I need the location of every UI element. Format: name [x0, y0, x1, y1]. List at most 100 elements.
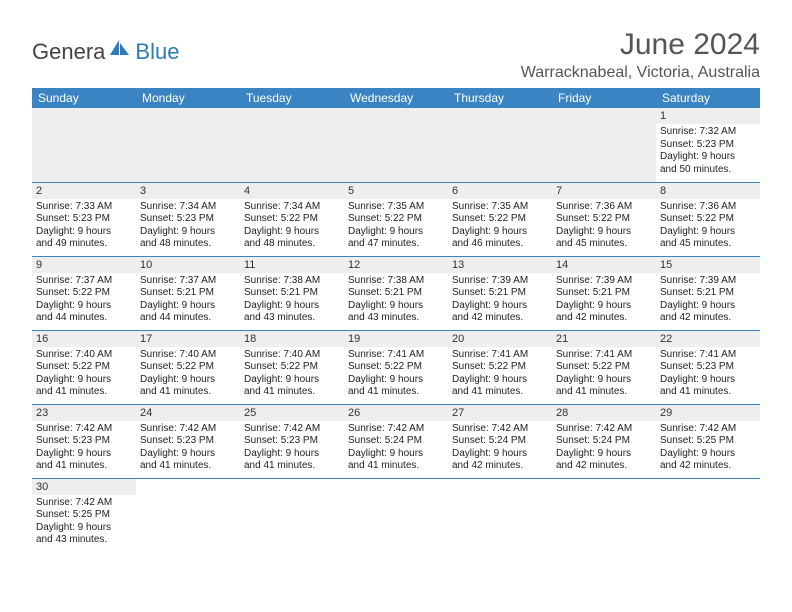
day-daylight1: Daylight: 9 hours	[348, 374, 444, 387]
logo: Genera Blue	[32, 38, 179, 65]
day-cell: 20Sunrise: 7:41 AMSunset: 5:22 PMDayligh…	[448, 330, 552, 404]
day-sunrise: Sunrise: 7:42 AM	[36, 497, 132, 510]
weekday-header: Tuesday	[240, 88, 344, 108]
day-sunrise: Sunrise: 7:40 AM	[244, 349, 340, 362]
day-number: 8	[656, 183, 760, 199]
day-sunrise: Sunrise: 7:42 AM	[244, 423, 340, 436]
day-sunrise: Sunrise: 7:39 AM	[452, 275, 548, 288]
day-cell	[448, 478, 552, 552]
day-content: Sunrise: 7:42 AMSunset: 5:23 PMDaylight:…	[32, 421, 136, 476]
day-daylight1: Daylight: 9 hours	[36, 448, 132, 461]
day-cell: 23Sunrise: 7:42 AMSunset: 5:23 PMDayligh…	[32, 404, 136, 478]
day-sunset: Sunset: 5:22 PM	[140, 361, 236, 374]
day-cell: 9Sunrise: 7:37 AMSunset: 5:22 PMDaylight…	[32, 256, 136, 330]
location: Warracknabeal, Victoria, Australia	[521, 64, 760, 82]
day-sunset: Sunset: 5:22 PM	[556, 361, 652, 374]
day-number: 12	[344, 257, 448, 273]
day-number: 14	[552, 257, 656, 273]
day-sunset: Sunset: 5:22 PM	[244, 213, 340, 226]
day-daylight1: Daylight: 9 hours	[36, 522, 132, 535]
day-daylight1: Daylight: 9 hours	[244, 374, 340, 387]
day-daylight2: and 44 minutes.	[140, 312, 236, 325]
day-cell: 5Sunrise: 7:35 AMSunset: 5:22 PMDaylight…	[344, 182, 448, 256]
day-daylight2: and 45 minutes.	[660, 238, 756, 251]
day-content: Sunrise: 7:38 AMSunset: 5:21 PMDaylight:…	[240, 273, 344, 328]
day-sunrise: Sunrise: 7:33 AM	[36, 201, 132, 214]
day-content: Sunrise: 7:36 AMSunset: 5:22 PMDaylight:…	[552, 199, 656, 254]
day-number: 19	[344, 331, 448, 347]
day-daylight2: and 42 minutes.	[660, 312, 756, 325]
day-sunset: Sunset: 5:22 PM	[36, 287, 132, 300]
day-sunset: Sunset: 5:24 PM	[348, 435, 444, 448]
day-daylight1: Daylight: 9 hours	[348, 448, 444, 461]
header: Genera Blue June 2024 Warracknabeal, Vic…	[32, 28, 760, 82]
day-sunrise: Sunrise: 7:41 AM	[452, 349, 548, 362]
day-daylight1: Daylight: 9 hours	[452, 226, 548, 239]
day-sunrise: Sunrise: 7:42 AM	[36, 423, 132, 436]
day-sunrise: Sunrise: 7:41 AM	[348, 349, 444, 362]
day-content: Sunrise: 7:42 AMSunset: 5:25 PMDaylight:…	[32, 495, 136, 550]
day-content: Sunrise: 7:42 AMSunset: 5:23 PMDaylight:…	[240, 421, 344, 476]
day-number: 22	[656, 331, 760, 347]
day-daylight2: and 41 minutes.	[140, 386, 236, 399]
day-content: Sunrise: 7:39 AMSunset: 5:21 PMDaylight:…	[552, 273, 656, 328]
day-daylight2: and 41 minutes.	[452, 386, 548, 399]
day-content: Sunrise: 7:34 AMSunset: 5:22 PMDaylight:…	[240, 199, 344, 254]
day-content: Sunrise: 7:35 AMSunset: 5:22 PMDaylight:…	[448, 199, 552, 254]
day-sunset: Sunset: 5:22 PM	[36, 361, 132, 374]
day-cell: 7Sunrise: 7:36 AMSunset: 5:22 PMDaylight…	[552, 182, 656, 256]
day-number: 30	[32, 479, 136, 495]
day-daylight1: Daylight: 9 hours	[556, 226, 652, 239]
day-sunrise: Sunrise: 7:42 AM	[348, 423, 444, 436]
day-number: 27	[448, 405, 552, 421]
day-content: Sunrise: 7:33 AMSunset: 5:23 PMDaylight:…	[32, 199, 136, 254]
day-sunset: Sunset: 5:21 PM	[660, 287, 756, 300]
day-cell: 13Sunrise: 7:39 AMSunset: 5:21 PMDayligh…	[448, 256, 552, 330]
weekday-header: Thursday	[448, 88, 552, 108]
day-sunset: Sunset: 5:22 PM	[452, 361, 548, 374]
day-number: 6	[448, 183, 552, 199]
day-cell: 18Sunrise: 7:40 AMSunset: 5:22 PMDayligh…	[240, 330, 344, 404]
day-cell: 15Sunrise: 7:39 AMSunset: 5:21 PMDayligh…	[656, 256, 760, 330]
day-sunrise: Sunrise: 7:34 AM	[244, 201, 340, 214]
day-daylight1: Daylight: 9 hours	[556, 374, 652, 387]
day-daylight1: Daylight: 9 hours	[36, 226, 132, 239]
day-number: 1	[656, 108, 760, 124]
day-content: Sunrise: 7:41 AMSunset: 5:22 PMDaylight:…	[448, 347, 552, 402]
day-number: 3	[136, 183, 240, 199]
day-content: Sunrise: 7:41 AMSunset: 5:23 PMDaylight:…	[656, 347, 760, 402]
day-content: Sunrise: 7:40 AMSunset: 5:22 PMDaylight:…	[240, 347, 344, 402]
day-cell: 17Sunrise: 7:40 AMSunset: 5:22 PMDayligh…	[136, 330, 240, 404]
day-cell: 26Sunrise: 7:42 AMSunset: 5:24 PMDayligh…	[344, 404, 448, 478]
day-daylight2: and 41 minutes.	[348, 460, 444, 473]
title-block: June 2024 Warracknabeal, Victoria, Austr…	[521, 28, 760, 82]
day-sunset: Sunset: 5:25 PM	[36, 509, 132, 522]
day-daylight2: and 46 minutes.	[452, 238, 548, 251]
day-cell	[240, 478, 344, 552]
day-cell: 30Sunrise: 7:42 AMSunset: 5:25 PMDayligh…	[32, 478, 136, 552]
day-number: 21	[552, 331, 656, 347]
day-number: 4	[240, 183, 344, 199]
day-daylight1: Daylight: 9 hours	[36, 374, 132, 387]
day-daylight2: and 41 minutes.	[36, 386, 132, 399]
day-number: 24	[136, 405, 240, 421]
day-number: 10	[136, 257, 240, 273]
logo-text-blue: Blue	[135, 39, 179, 65]
day-daylight1: Daylight: 9 hours	[140, 226, 236, 239]
day-daylight2: and 43 minutes.	[348, 312, 444, 325]
calendar-week-row: 30Sunrise: 7:42 AMSunset: 5:25 PMDayligh…	[32, 478, 760, 552]
day-number: 7	[552, 183, 656, 199]
month-title: June 2024	[521, 28, 760, 62]
day-cell	[448, 108, 552, 182]
day-number: 16	[32, 331, 136, 347]
day-daylight2: and 42 minutes.	[556, 312, 652, 325]
day-sunrise: Sunrise: 7:36 AM	[556, 201, 652, 214]
day-cell: 28Sunrise: 7:42 AMSunset: 5:24 PMDayligh…	[552, 404, 656, 478]
day-cell: 12Sunrise: 7:38 AMSunset: 5:21 PMDayligh…	[344, 256, 448, 330]
day-cell	[656, 478, 760, 552]
weekday-header: Saturday	[656, 88, 760, 108]
day-cell	[32, 108, 136, 182]
day-daylight2: and 41 minutes.	[348, 386, 444, 399]
day-content: Sunrise: 7:39 AMSunset: 5:21 PMDaylight:…	[448, 273, 552, 328]
day-daylight1: Daylight: 9 hours	[244, 226, 340, 239]
